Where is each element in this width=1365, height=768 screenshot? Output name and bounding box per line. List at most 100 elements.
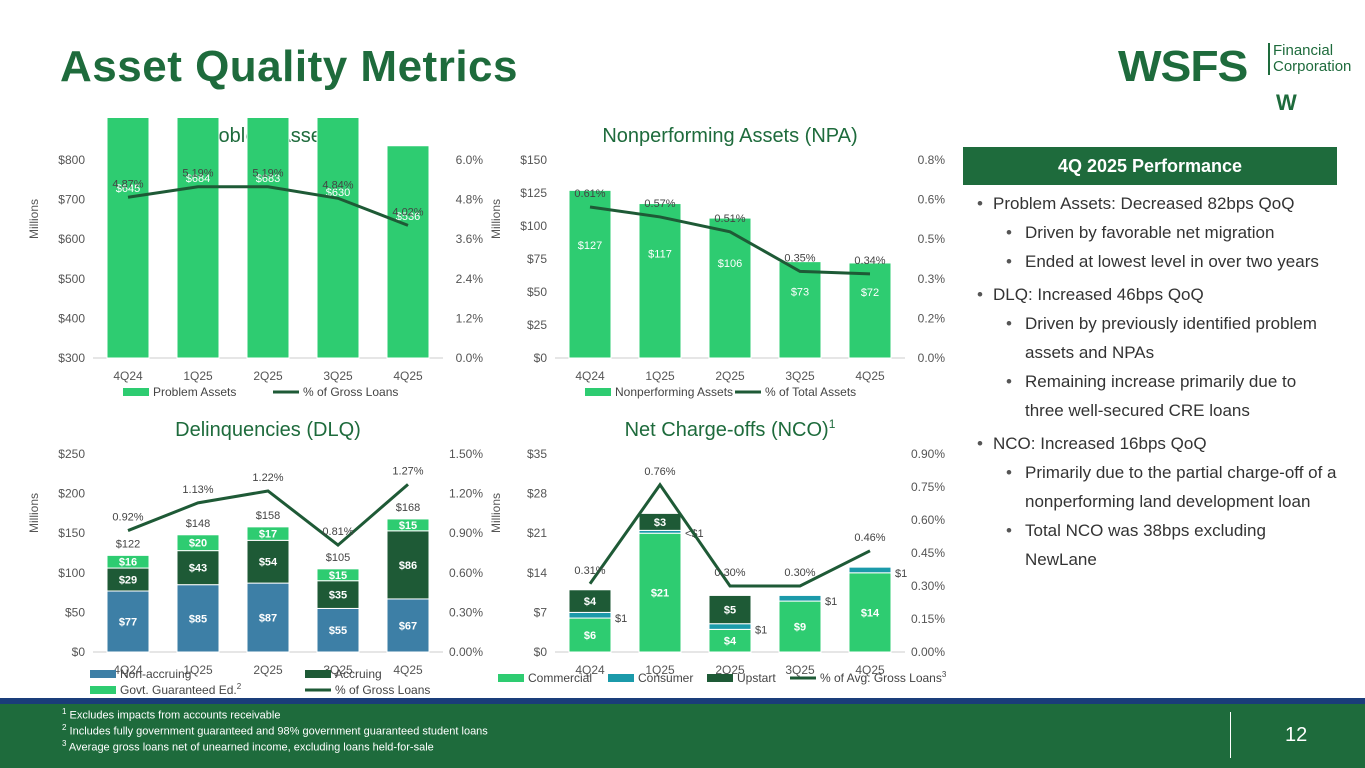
bar-value-label: $536 bbox=[396, 211, 420, 223]
y-tick-label: $200 bbox=[58, 487, 85, 501]
legend-label: Govt. Guaranteed Ed.2 bbox=[120, 682, 242, 697]
footnote-2: 2 Includes fully government guaranteed a… bbox=[62, 723, 488, 738]
ratio-line bbox=[127, 185, 409, 227]
bar-value-label: $15 bbox=[399, 520, 417, 532]
bar-value-label: $15 bbox=[329, 570, 347, 582]
dlq-chart: Delinquencies (DLQ)Millions$0$50$100$150… bbox=[28, 419, 483, 697]
bar-segment bbox=[246, 118, 290, 359]
logo-line-1: Financial bbox=[1273, 42, 1334, 59]
x-tick-label: 1Q25 bbox=[645, 663, 675, 677]
bar-value-label: $72 bbox=[861, 287, 879, 299]
bar-value-label: $85 bbox=[189, 613, 207, 625]
performance-item: NCO: Increased 16bps QoQ bbox=[963, 429, 1337, 458]
y-tick-label: $150 bbox=[58, 526, 85, 540]
legend-label: Nonperforming Assets bbox=[615, 385, 733, 399]
bar-value-label: $683 bbox=[256, 173, 280, 185]
legend-swatch bbox=[123, 388, 149, 396]
bar-value-label: $55 bbox=[329, 625, 347, 637]
x-tick-label: 3Q25 bbox=[785, 663, 815, 677]
x-tick-label: 1Q25 bbox=[645, 369, 675, 383]
bar-value-label: $684 bbox=[186, 173, 210, 185]
bar-value-label: $127 bbox=[578, 240, 602, 252]
legend-label: % of Gross Loans bbox=[303, 385, 398, 399]
bar-segment bbox=[848, 572, 892, 653]
bar-value-label: $14 bbox=[861, 607, 880, 619]
y2-tick-label: 0.0% bbox=[456, 351, 484, 365]
page-title: Asset Quality Metrics bbox=[60, 42, 518, 91]
y-tick-label: $800 bbox=[58, 153, 85, 167]
y-tick-label: $125 bbox=[520, 186, 547, 200]
bar-segment bbox=[316, 118, 360, 359]
x-tick-label: 4Q24 bbox=[575, 663, 605, 677]
ratio-label: 5.19% bbox=[182, 168, 213, 180]
ratio-label: 0.35% bbox=[784, 252, 815, 264]
y-tick-label: $700 bbox=[58, 193, 85, 207]
bar-segment bbox=[386, 598, 430, 653]
x-tick-label: 4Q25 bbox=[393, 663, 423, 677]
bar-value-label: $35 bbox=[329, 590, 347, 602]
y-tick-label: $0 bbox=[534, 645, 548, 659]
logo-line-2: Corporation bbox=[1273, 58, 1352, 75]
y-axis-label: Millions bbox=[28, 493, 41, 533]
chart-title: Nonperforming Assets (NPA) bbox=[602, 125, 857, 147]
y-tick-label: $400 bbox=[58, 311, 85, 325]
bar-total-label: $158 bbox=[256, 510, 280, 522]
y-tick-label: $100 bbox=[520, 219, 547, 233]
ratio-label: 0.30% bbox=[714, 567, 745, 579]
y2-tick-label: 0.6% bbox=[918, 193, 946, 207]
ratio-label: 0.76% bbox=[644, 466, 675, 478]
y2-tick-label: 0.60% bbox=[911, 513, 945, 527]
legend-swatch bbox=[498, 674, 524, 682]
ratio-line bbox=[588, 482, 871, 588]
bar-segment bbox=[638, 203, 682, 359]
performance-item: Driven by favorable net migration bbox=[963, 218, 1337, 247]
bar-value-label: $29 bbox=[119, 575, 137, 587]
y2-tick-label: 1.2% bbox=[456, 311, 484, 325]
bar-segment bbox=[386, 145, 430, 359]
bar-value-label: $4 bbox=[584, 596, 597, 608]
bar-value-label: $43 bbox=[189, 563, 207, 575]
bar-segment bbox=[106, 118, 150, 359]
x-tick-label: 2Q25 bbox=[715, 663, 745, 677]
x-tick-label: 1Q25 bbox=[183, 369, 213, 383]
y2-tick-label: 0.5% bbox=[918, 232, 946, 246]
bar-segment bbox=[568, 611, 612, 619]
bar-total-label: $168 bbox=[396, 502, 420, 514]
company-logo: WSFS Financial Corporation W bbox=[1118, 42, 1354, 116]
legend-swatch bbox=[707, 674, 733, 682]
footer-divider bbox=[1230, 712, 1231, 758]
y2-tick-label: 1.50% bbox=[449, 447, 483, 461]
performance-item: Driven by previously identified problem … bbox=[963, 309, 1337, 367]
bar-segment bbox=[316, 580, 360, 609]
y2-tick-label: 0.00% bbox=[911, 645, 945, 659]
bar-segment bbox=[176, 550, 220, 586]
x-tick-label: 1Q25 bbox=[183, 663, 213, 677]
chart-title: Delinquencies (DLQ) bbox=[175, 419, 361, 441]
performance-item: Ended at lowest level in over two years bbox=[963, 247, 1337, 276]
y2-tick-label: 4.8% bbox=[456, 193, 484, 207]
bar-value-label: $3 bbox=[654, 517, 666, 529]
legend-label: Non-accruing bbox=[120, 667, 191, 681]
ratio-label: 1.22% bbox=[252, 472, 283, 484]
y2-tick-label: 0.0% bbox=[918, 351, 946, 365]
bar-value-label: $77 bbox=[119, 617, 137, 629]
logo-subtitle: Financial Corporation bbox=[1268, 43, 1351, 75]
bar-value-label: $6 bbox=[584, 630, 596, 642]
bar-segment bbox=[638, 532, 682, 653]
y-tick-label: $300 bbox=[58, 351, 85, 365]
legend-swatch bbox=[305, 670, 331, 678]
ratio-label: 0.57% bbox=[644, 198, 675, 210]
performance-heading: 4Q 2025 Performance bbox=[963, 147, 1337, 185]
ratio-label: 0.51% bbox=[714, 213, 745, 225]
bar-value-label: $117 bbox=[648, 249, 672, 261]
bar-value-label: $21 bbox=[651, 588, 669, 600]
bar-total-label: $148 bbox=[186, 518, 210, 530]
ratio-label: 0.46% bbox=[854, 532, 885, 544]
performance-item: Primarily due to the partial charge-off … bbox=[963, 458, 1337, 516]
y-tick-label: $14 bbox=[527, 566, 547, 580]
y-tick-label: $50 bbox=[527, 285, 547, 299]
page-number: 12 bbox=[1285, 724, 1308, 746]
bar-segment bbox=[638, 512, 682, 531]
performance-item: Problem Assets: Decreased 82bps QoQ bbox=[963, 189, 1337, 218]
bar-value-label: $87 bbox=[259, 613, 277, 625]
